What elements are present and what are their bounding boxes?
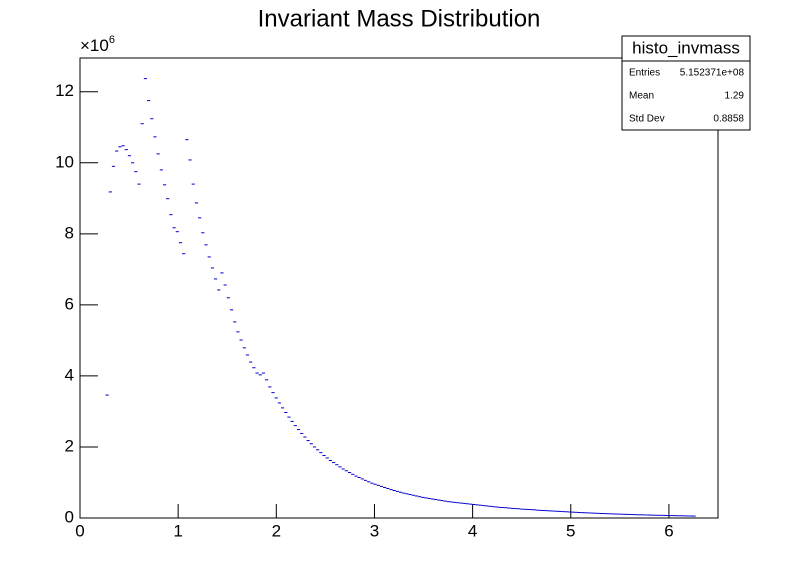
stats-frame xyxy=(621,35,751,131)
plot-frame xyxy=(79,57,719,519)
y-multiplier-exponent: 6 xyxy=(109,34,115,46)
stats-value: 0.8858 xyxy=(713,114,744,125)
x-tick-label: 4 xyxy=(468,521,477,540)
stats-label: Entries xyxy=(629,68,660,79)
y-multiplier: ×106 xyxy=(80,34,115,56)
chart-title: Invariant Mass Distribution xyxy=(258,5,541,32)
x-tick-label: 6 xyxy=(664,521,673,540)
stats-value: 5.152371e+08 xyxy=(680,68,745,79)
x-tick-label: 0 xyxy=(75,521,84,540)
y-tick-label: 0 xyxy=(65,507,74,526)
stats-label: Std Dev xyxy=(629,114,665,125)
y-tick-label: 2 xyxy=(65,436,74,455)
x-tick-label: 2 xyxy=(272,521,281,540)
y-tick-label: 8 xyxy=(65,223,74,242)
y-tick-label: 12 xyxy=(55,81,74,100)
y-tick-label: 4 xyxy=(65,365,74,384)
x-tick-label: 3 xyxy=(370,521,379,540)
stats-box: histo_invmass Entries 5.152371e+08 Mean … xyxy=(621,35,751,131)
stats-title: histo_invmass xyxy=(632,38,740,57)
x-tick-label: 1 xyxy=(173,521,182,540)
x-tick-label: 5 xyxy=(566,521,575,540)
y-tick-label: 6 xyxy=(65,294,74,313)
stats-value: 1.29 xyxy=(725,91,745,102)
y-tick-label: 10 xyxy=(55,152,74,171)
stats-label: Mean xyxy=(629,91,654,102)
y-multiplier-base: ×10 xyxy=(80,36,109,55)
